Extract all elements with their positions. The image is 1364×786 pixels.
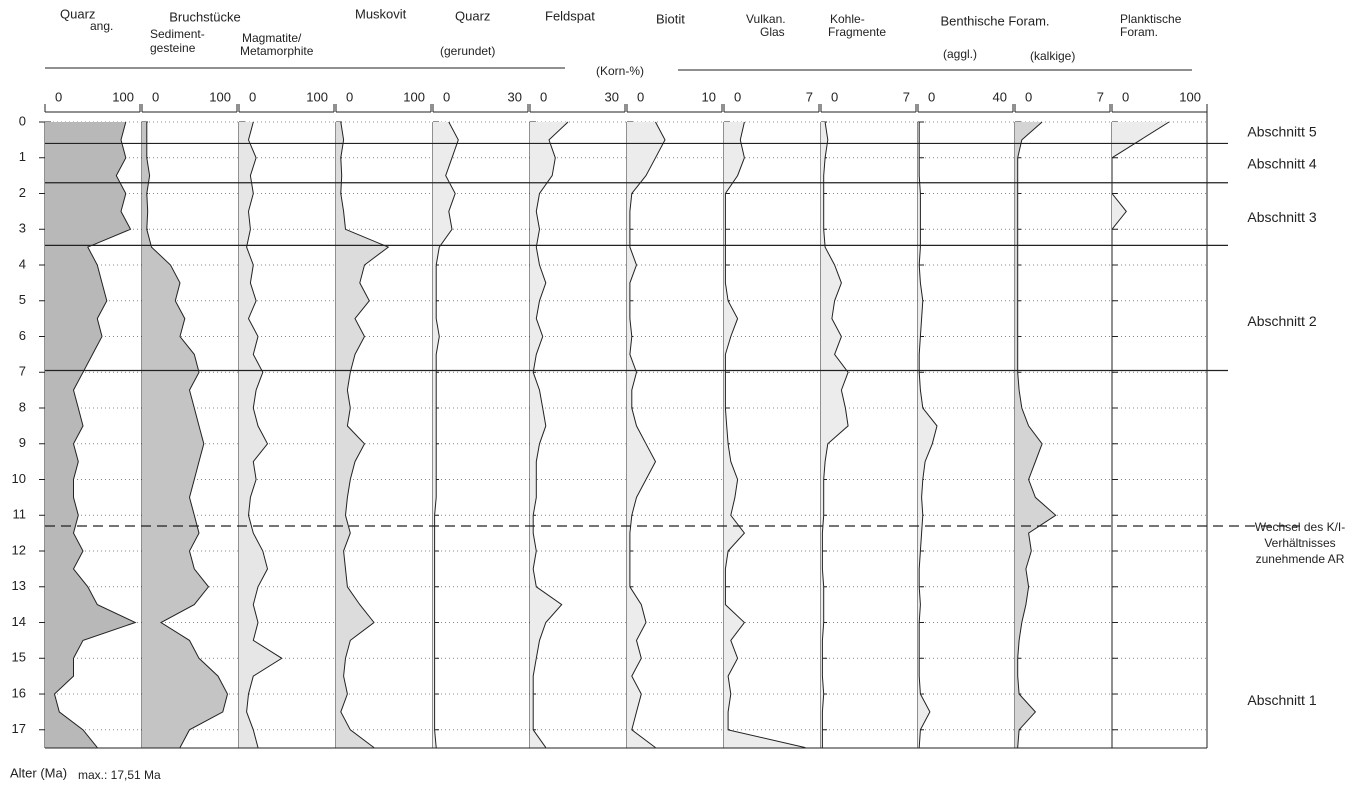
line <box>53 121 137 748</box>
line <box>434 121 459 748</box>
line <box>146 122 229 748</box>
y-tick-label: 13 <box>12 578 26 593</box>
line <box>1017 121 1057 748</box>
panel-label: gesteine <box>150 41 196 55</box>
panel-label: ang. <box>90 19 113 33</box>
section-label: Abschnitt 3 <box>1247 209 1316 225</box>
panel-label: Magmatite/ <box>242 31 302 45</box>
x-tick-label: 30 <box>508 89 522 104</box>
area <box>1015 122 1056 748</box>
x-tick-label: 100 <box>1179 89 1201 104</box>
x-tick-label: 100 <box>306 89 328 104</box>
x-tick-label: 7 <box>1097 89 1104 104</box>
x-tick-label: 0 <box>734 89 741 104</box>
panel-label: Quarz <box>60 6 95 21</box>
y-tick-label: 6 <box>19 328 26 343</box>
panel-label: Fragmente <box>828 25 886 39</box>
x-tick-label: 100 <box>403 89 425 104</box>
y-tick-label: 17 <box>12 721 26 736</box>
panel-label: Planktische <box>1120 12 1182 26</box>
panel-label: Quarz <box>455 8 490 23</box>
panel-label: Kohle- <box>830 12 865 26</box>
area <box>433 122 459 748</box>
y-tick-label: 16 <box>12 685 26 700</box>
panel-label: (gerundet) <box>440 44 495 58</box>
x-tick-label: 0 <box>1122 89 1129 104</box>
area <box>627 122 665 748</box>
area <box>239 122 282 748</box>
area <box>336 122 389 748</box>
area <box>142 122 228 748</box>
y-tick-label: 3 <box>19 221 26 236</box>
section-label: Verhältnisses <box>1264 536 1335 550</box>
panel-label: Vulkan. <box>746 12 786 26</box>
x-tick-label: 7 <box>903 89 910 104</box>
x-tick-label: 100 <box>209 89 231 104</box>
panel-label: Sediment- <box>150 27 205 41</box>
area <box>821 122 849 748</box>
line <box>724 121 806 749</box>
panel-label: (kalkige) <box>1030 49 1075 63</box>
y-tick-label: 9 <box>19 435 26 450</box>
x-tick-label: 10 <box>702 89 716 104</box>
note: max.: 17,51 Ma <box>78 768 161 782</box>
y-tick-label: 8 <box>19 399 26 414</box>
section-label: Abschnitt 5 <box>1247 123 1316 139</box>
y-tick-label: 2 <box>19 185 26 200</box>
x-tick-label: 30 <box>605 89 619 104</box>
line <box>1111 121 1170 748</box>
x-tick-label: 0 <box>443 89 450 104</box>
y-tick-label: 12 <box>12 542 26 557</box>
panel-label: Metamorphite <box>240 44 314 58</box>
x-tick-label: 40 <box>993 89 1007 104</box>
x-tick-label: 0 <box>249 89 256 104</box>
x-tick-label: 100 <box>112 89 134 104</box>
x-tick-label: 0 <box>928 89 935 104</box>
panel-label: (aggl.) <box>943 47 977 61</box>
panel-label: Biotit <box>656 11 685 26</box>
y-tick-label: 11 <box>13 507 27 522</box>
y-tick-label: 0 <box>19 113 26 128</box>
y-tick-label: 1 <box>19 149 26 164</box>
section-label: zunehmende AR <box>1256 552 1345 566</box>
y-tick-label: 10 <box>12 471 26 486</box>
line <box>340 121 390 748</box>
x-tick-label: 0 <box>831 89 838 104</box>
y-tick-label: 5 <box>19 292 26 307</box>
unit-label: (Korn-%) <box>596 64 644 78</box>
area <box>1112 122 1169 748</box>
x-tick-label: 0 <box>540 89 547 104</box>
panel-label: Glas <box>760 25 785 39</box>
panel-label: Muskovit <box>355 6 407 21</box>
panel-label: Foram. <box>1120 25 1158 39</box>
x-tick-label: 7 <box>806 89 813 104</box>
x-tick-label: 0 <box>55 89 62 104</box>
x-tick-label: 0 <box>346 89 353 104</box>
line <box>821 121 849 748</box>
group-label: Benthische Foram. <box>940 13 1049 28</box>
line <box>918 122 938 748</box>
section-label: Abschnitt 2 <box>1247 313 1316 329</box>
line <box>629 121 666 748</box>
group-label: Bruchstücke <box>169 9 241 24</box>
line <box>246 121 283 748</box>
area <box>918 122 937 748</box>
area <box>45 122 136 748</box>
y-tick-label: 15 <box>12 650 26 665</box>
x-tick-label: 0 <box>637 89 644 104</box>
x-tick-label: 0 <box>152 89 159 104</box>
x-tick-label: 0 <box>1025 89 1032 104</box>
line <box>532 121 569 748</box>
y-tick-label: 14 <box>12 614 26 629</box>
y-axis-label: Alter (Ma) <box>10 765 67 780</box>
section-label: Wechsel des K/I- <box>1255 520 1345 534</box>
area <box>530 122 568 748</box>
y-tick-label: 4 <box>19 256 26 271</box>
section-label: Abschnitt 1 <box>1247 692 1316 708</box>
y-tick-label: 7 <box>19 364 26 379</box>
section-label: Abschnitt 4 <box>1247 156 1316 172</box>
panel-label: Feldspat <box>545 8 595 23</box>
